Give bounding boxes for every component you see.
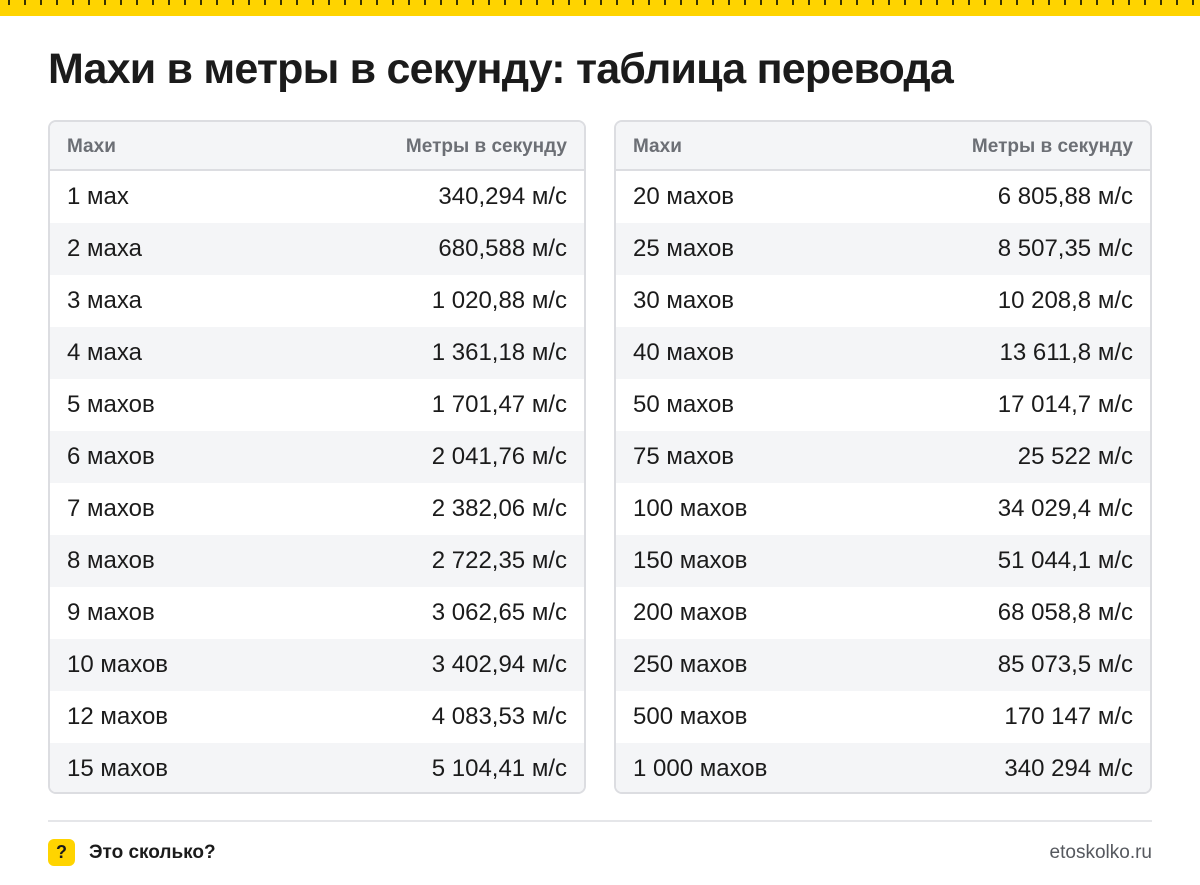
cell-meters-per-second: 1 020,88 м/с — [431, 287, 567, 314]
table-row: 1 мах 340,294 м/с — [50, 171, 584, 223]
cell-mach: 15 махов — [67, 755, 169, 782]
cell-meters-per-second: 4 083,53 м/с — [431, 703, 567, 730]
cell-mach: 6 махов — [67, 443, 155, 470]
column-header-mach: Махи — [633, 135, 682, 157]
cell-meters-per-second: 13 611,8 м/с — [999, 339, 1133, 366]
cell-mach: 40 махов — [633, 339, 735, 366]
cell-mach: 150 махов — [633, 547, 748, 574]
cell-mach: 8 махов — [67, 547, 155, 574]
table-row: 250 махов 85 073,5 м/с — [616, 639, 1150, 691]
table-row: 4 маха 1 361,18 м/с — [50, 327, 584, 379]
table-row: 8 махов 2 722,35 м/с — [50, 535, 584, 587]
ruler-stripe — [0, 0, 1200, 16]
table-row: 9 махов 3 062,65 м/с — [50, 587, 584, 639]
cell-mach: 1 мах — [67, 183, 129, 210]
cell-meters-per-second: 2 722,35 м/с — [431, 547, 567, 574]
cell-meters-per-second: 6 805,88 м/с — [997, 183, 1133, 210]
cell-mach: 250 махов — [633, 651, 748, 678]
table-header: Махи Метры в секунду — [50, 122, 584, 171]
cell-mach: 25 махов — [633, 235, 735, 262]
brand-name: Это сколько? — [89, 842, 216, 863]
table-row: 5 махов 1 701,47 м/с — [50, 379, 584, 431]
cell-mach: 50 махов — [633, 391, 735, 418]
cell-mach: 100 махов — [633, 495, 748, 522]
cell-meters-per-second: 68 058,8 м/с — [997, 599, 1133, 626]
cell-mach: 12 махов — [67, 703, 169, 730]
column-header-meters-per-second: Метры в секунду — [405, 135, 567, 157]
column-header-meters-per-second: Метры в секунду — [971, 135, 1133, 157]
cell-mach: 200 махов — [633, 599, 748, 626]
cell-meters-per-second: 10 208,8 м/с — [997, 287, 1133, 314]
page-title: Махи в метры в секунду: таблица перевода — [48, 45, 954, 93]
cell-meters-per-second: 340 294 м/с — [1004, 755, 1133, 782]
table-row: 10 махов 3 402,94 м/с — [50, 639, 584, 691]
cell-meters-per-second: 3 062,65 м/с — [431, 599, 567, 626]
table-row: 200 махов 68 058,8 м/с — [616, 587, 1150, 639]
table-row: 150 махов 51 044,1 м/с — [616, 535, 1150, 587]
cell-meters-per-second: 340,294 м/с — [438, 183, 567, 210]
cell-mach: 1 000 махов — [633, 755, 768, 782]
cell-mach: 10 махов — [67, 651, 169, 678]
cell-mach: 4 маха — [67, 339, 142, 366]
cell-meters-per-second: 17 014,7 м/с — [997, 391, 1133, 418]
cell-mach: 500 махов — [633, 703, 748, 730]
table-row: 12 махов 4 083,53 м/с — [50, 691, 584, 743]
conversion-table-left: Махи Метры в секунду 1 мах 340,294 м/с 2 м… — [48, 120, 586, 794]
table-row: 30 махов 10 208,8 м/с — [616, 275, 1150, 327]
table-header: Махи Метры в секунду — [616, 122, 1150, 171]
question-mark-icon: ? — [48, 839, 75, 866]
cell-mach: 2 маха — [67, 235, 142, 262]
site-url[interactable]: etoskolko.ru — [1049, 842, 1152, 863]
cell-meters-per-second: 8 507,35 м/с — [997, 235, 1133, 262]
table-row: 20 махов 6 805,88 м/с — [616, 171, 1150, 223]
cell-meters-per-second: 34 029,4 м/с — [997, 495, 1133, 522]
cell-meters-per-second: 1 701,47 м/с — [431, 391, 567, 418]
cell-meters-per-second: 1 361,18 м/с — [431, 339, 567, 366]
table-row: 500 махов 170 147 м/с — [616, 691, 1150, 743]
table-row: 6 махов 2 041,76 м/с — [50, 431, 584, 483]
table-row: 25 махов 8 507,35 м/с — [616, 223, 1150, 275]
table-row: 7 махов 2 382,06 м/с — [50, 483, 584, 535]
cell-mach: 9 махов — [67, 599, 155, 626]
cell-meters-per-second: 25 522 м/с — [1017, 443, 1133, 470]
table-row: 15 махов 5 104,41 м/с — [50, 743, 584, 792]
cell-mach: 20 махов — [633, 183, 735, 210]
table-row: 100 махов 34 029,4 м/с — [616, 483, 1150, 535]
table-row: 2 маха 680,588 м/с — [50, 223, 584, 275]
cell-meters-per-second: 2 382,06 м/с — [431, 495, 567, 522]
table-row: 3 маха 1 020,88 м/с — [50, 275, 584, 327]
cell-meters-per-second: 51 044,1 м/с — [997, 547, 1133, 574]
table-row: 40 махов 13 611,8 м/с — [616, 327, 1150, 379]
table-row: 75 махов 25 522 м/с — [616, 431, 1150, 483]
column-header-mach: Махи — [67, 135, 116, 157]
table-row: 50 махов 17 014,7 м/с — [616, 379, 1150, 431]
cell-meters-per-second: 3 402,94 м/с — [431, 651, 567, 678]
cell-meters-per-second: 85 073,5 м/с — [997, 651, 1133, 678]
cell-meters-per-second: 680,588 м/с — [438, 235, 567, 262]
cell-meters-per-second: 170 147 м/с — [1004, 703, 1133, 730]
cell-mach: 75 махов — [633, 443, 735, 470]
table-body: 1 мах 340,294 м/с 2 маха 680,588 м/с 3 маха 1… — [50, 171, 584, 792]
cell-meters-per-second: 2 041,76 м/с — [431, 443, 567, 470]
table-row: 1 000 махов 340 294 м/с — [616, 743, 1150, 792]
cell-meters-per-second: 5 104,41 м/с — [431, 755, 567, 782]
cell-mach: 30 махов — [633, 287, 735, 314]
cell-mach: 7 махов — [67, 495, 155, 522]
cell-mach: 5 махов — [67, 391, 155, 418]
conversion-table-right: Махи Метры в секунду 20 махов 6 805,88 м/… — [614, 120, 1152, 794]
table-body: 20 махов 6 805,88 м/с 25 махов 8 507,35 м/с… — [616, 171, 1150, 792]
footer-divider — [48, 820, 1152, 822]
cell-mach: 3 маха — [67, 287, 142, 314]
